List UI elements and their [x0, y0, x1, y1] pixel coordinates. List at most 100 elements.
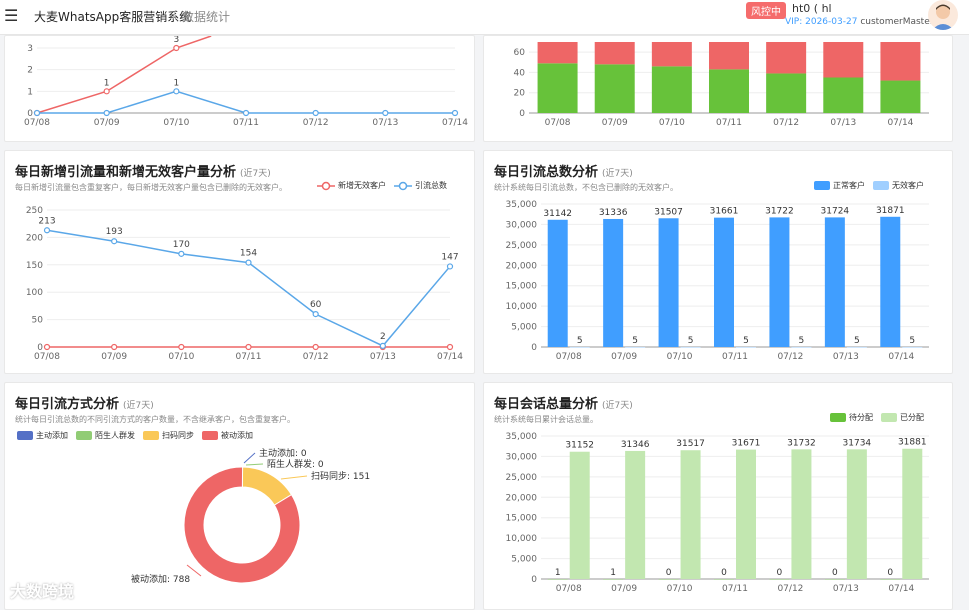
data-point	[104, 89, 109, 94]
x-tick-label: 07/14	[442, 118, 468, 128]
bar-red	[880, 42, 920, 81]
data-point	[448, 345, 453, 350]
data-label: 170	[173, 240, 190, 250]
y-tick-label: 3	[27, 44, 33, 54]
breadcrumb-separator: /	[172, 8, 176, 22]
vip-date: VIP: 2026-03-27	[785, 17, 857, 27]
data-point	[380, 343, 385, 348]
data-label: 31507	[654, 207, 683, 217]
bar-series-b	[902, 347, 922, 348]
y-tick-label: 50	[32, 316, 44, 326]
menu-fold-icon[interactable]: ☰	[4, 6, 18, 25]
account-id[interactable]: ht0 ( hl	[792, 2, 832, 15]
bar-red	[709, 42, 749, 69]
bar-chart-sessions: 05,00010,00015,00020,00025,00030,00035,0…	[484, 383, 952, 609]
bar-green	[709, 69, 749, 113]
data-label: 0	[666, 568, 672, 578]
x-tick-label: 07/08	[545, 118, 571, 128]
bar-assigned	[681, 450, 701, 579]
y-tick-label: 5,000	[511, 555, 537, 565]
data-point	[179, 345, 184, 350]
x-tick-label: 07/13	[372, 118, 398, 128]
bar-assigned	[736, 450, 756, 579]
y-tick-label: 30,000	[506, 452, 538, 462]
y-tick-label: 250	[26, 206, 43, 216]
x-tick-label: 07/12	[777, 584, 803, 594]
data-label: 213	[38, 216, 55, 226]
x-tick-label: 07/14	[887, 118, 913, 128]
bar-chart-traffic-total: 05,00010,00015,00020,00025,00030,00035,0…	[484, 151, 952, 373]
data-point	[383, 111, 388, 116]
breadcrumb-current[interactable]: 数据统计	[182, 8, 230, 25]
data-label: 5	[854, 336, 860, 346]
data-point	[313, 111, 318, 116]
y-tick-label: 20	[514, 89, 526, 99]
data-label: 0	[832, 568, 838, 578]
panel-traffic-method: 每日引流方式分析(近7天) 统计每日引流总数的不同引流方式的客户数量，不含继承客…	[4, 382, 475, 610]
y-tick-label: 25,000	[506, 241, 538, 251]
bar-red	[538, 42, 578, 63]
bar-series-a	[880, 217, 900, 347]
x-tick-label: 07/09	[602, 118, 628, 128]
y-tick-label: 100	[26, 288, 43, 298]
avatar-icon	[928, 0, 958, 30]
app-title: 大麦WhatsApp客服营销系统	[34, 8, 191, 25]
user-avatar[interactable]	[928, 0, 958, 30]
bar-series-a	[603, 219, 623, 347]
bar-red	[652, 42, 692, 66]
label-leader-line	[246, 464, 263, 465]
y-tick-label: 30,000	[506, 220, 538, 230]
data-point	[179, 251, 184, 256]
data-label: 5	[577, 336, 583, 346]
y-tick-label: 10,000	[506, 534, 538, 544]
x-tick-label: 07/09	[101, 352, 127, 362]
slice-label: 主动添加: 0	[259, 447, 307, 459]
y-tick-label: 200	[26, 233, 43, 243]
data-point	[246, 260, 251, 265]
bar-series-a	[659, 218, 679, 347]
data-label: 0	[777, 568, 783, 578]
data-label: 31871	[876, 206, 905, 216]
x-tick-label: 07/14	[888, 584, 914, 594]
x-tick-label: 07/10	[163, 118, 189, 128]
data-point	[112, 239, 117, 244]
x-tick-label: 07/09	[611, 584, 637, 594]
x-tick-label: 07/08	[556, 584, 582, 594]
bar-series-b	[625, 347, 645, 348]
x-tick-label: 07/12	[773, 118, 799, 128]
y-tick-label: 15,000	[506, 282, 538, 292]
data-point	[174, 89, 179, 94]
bar-green	[880, 81, 920, 113]
data-label: 2	[380, 332, 386, 342]
bar-assigned	[625, 451, 645, 579]
bar-series-a	[548, 220, 568, 347]
bar-series-b	[570, 347, 590, 348]
data-label: 31336	[599, 208, 628, 218]
data-label: 5	[688, 336, 694, 346]
panel-daily-traffic-total: 每日引流总数分析(近7天) 统计系统每日引流总数，不包含已删除的无效客户。 正常…	[483, 150, 953, 374]
risk-status-badge: 风控中	[746, 2, 786, 19]
series-line	[37, 91, 455, 113]
x-tick-label: 07/10	[659, 118, 685, 128]
data-label: 31661	[710, 207, 739, 217]
data-label: 0	[887, 568, 893, 578]
data-point	[45, 228, 50, 233]
y-tick-label: 5,000	[511, 323, 537, 333]
bar-assigned	[847, 449, 867, 579]
data-label: 5	[799, 336, 805, 346]
y-tick-label: 2	[27, 66, 33, 76]
slice-label: 被动添加: 788	[131, 573, 190, 585]
data-label: 31671	[732, 439, 761, 449]
data-label: 0	[721, 568, 727, 578]
panel-daily-new-traffic: 每日新增引流量和新增无效客户量分析(近7天) 每日新增引流量包含重复客户，每日新…	[4, 150, 475, 374]
bar-series-a	[769, 217, 789, 347]
data-point	[45, 345, 50, 350]
y-tick-label: 35,000	[506, 432, 538, 442]
data-point	[313, 345, 318, 350]
data-label: 31517	[676, 439, 705, 449]
data-label: 1	[555, 568, 561, 578]
vip-username: customerMaster	[860, 17, 933, 27]
